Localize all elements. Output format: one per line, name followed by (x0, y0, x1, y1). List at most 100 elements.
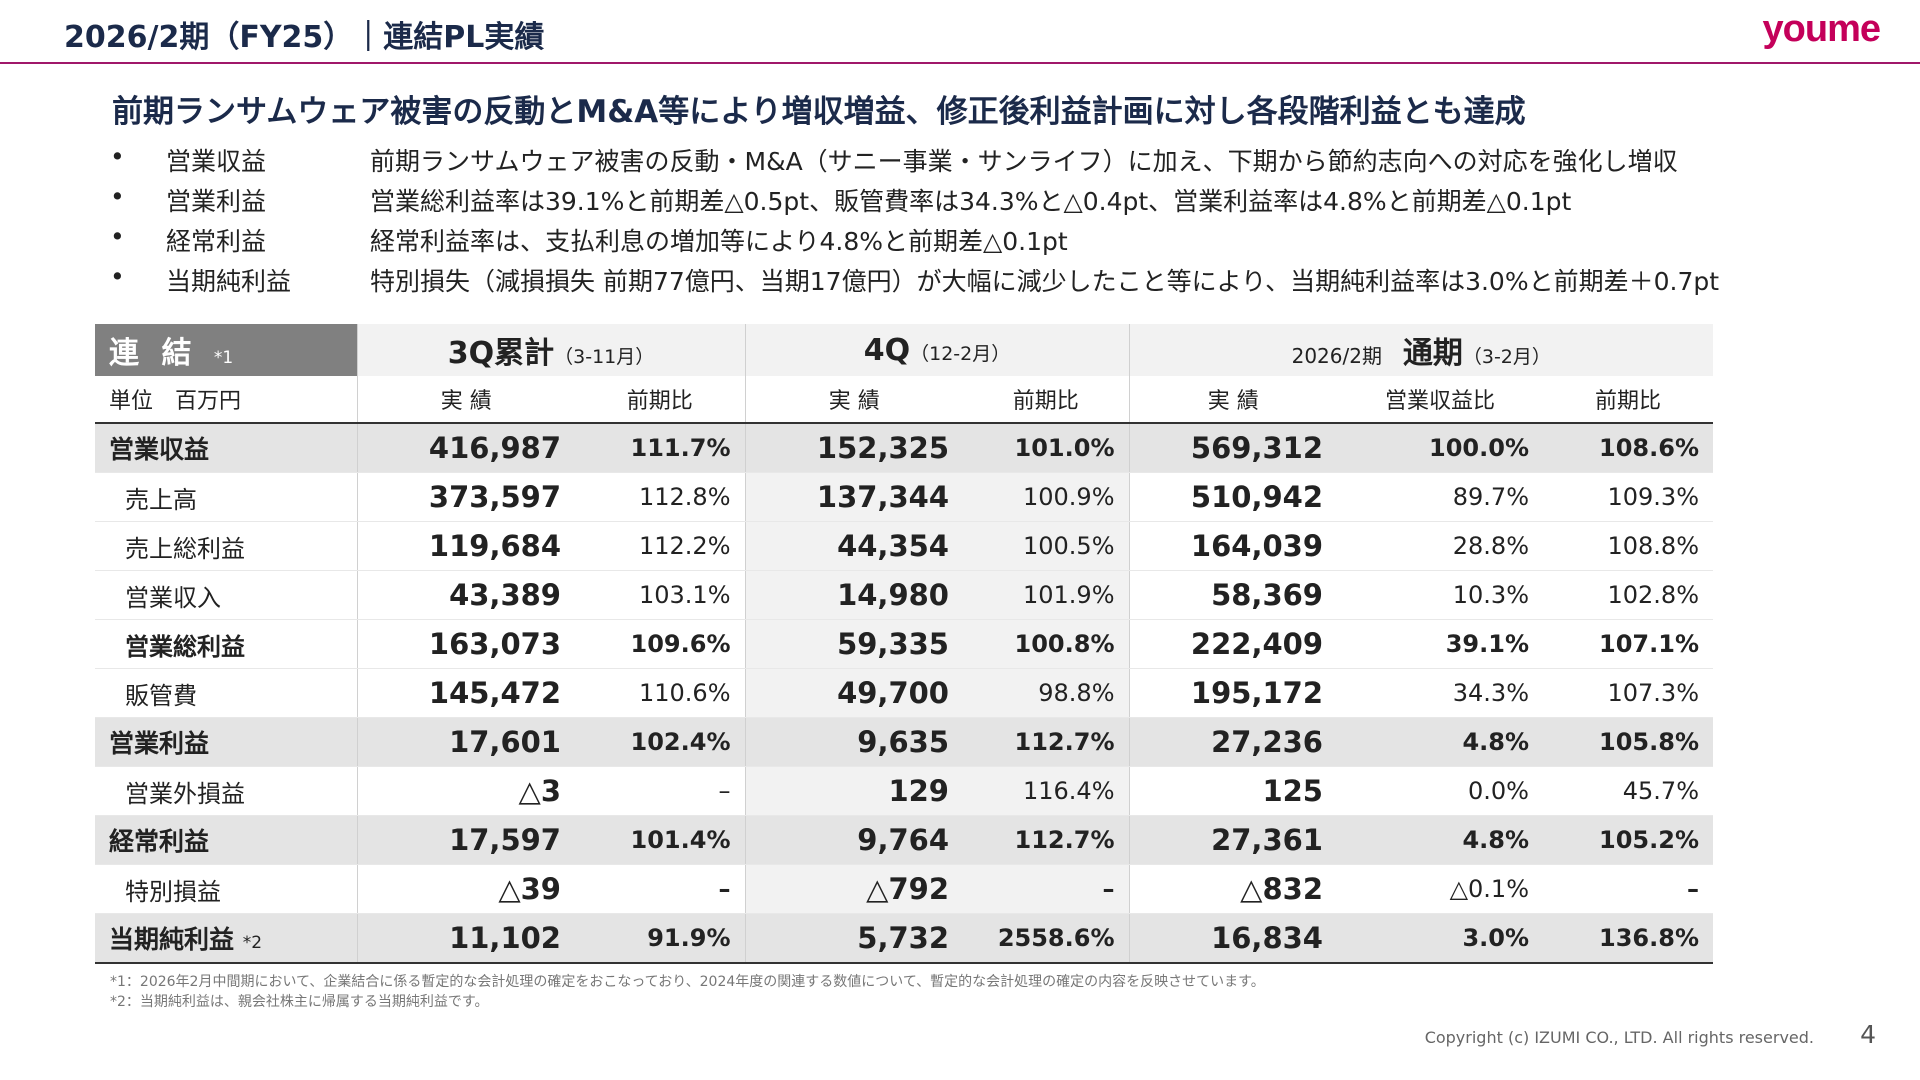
copyright: Copyright (c) IZUMI CO., LTD. All rights… (1424, 1028, 1814, 1047)
cell-3q-yoy: – (575, 766, 745, 816)
table-row: 営業利益 17,601 102.4% 9,635 112.7% 27,236 4… (95, 717, 1713, 767)
cell-fy-yoy: 105.2% (1543, 815, 1713, 865)
cell-4q-yoy: 100.8% (963, 619, 1129, 669)
cell-fy-actual: 195,172 (1128, 668, 1337, 718)
table-column-header: 単位 百万円 実 績 前期比 実 績 前期比 実 績 営業収益比 前期比 (95, 376, 1713, 424)
group-header-3q: 3Q累計（3-11月） (356, 324, 745, 376)
group-header-4q: 4Q（12-2月） (744, 324, 1129, 376)
cell-3q-yoy: 112.2% (575, 521, 745, 571)
group-title-4q: 4Q (863, 332, 911, 368)
row-label: 特別損益 (95, 864, 357, 914)
bullet-text: 経常利益率は、支払利息の増加等により4.8%と前期差△0.1pt (370, 227, 1068, 256)
cell-fy-actual: 222,409 (1128, 619, 1337, 669)
row-label-text: 当期純利益 (109, 925, 235, 954)
cell-fy-yoy: 107.3% (1543, 668, 1713, 718)
cell-fy-ratio: 100.0% (1337, 423, 1543, 473)
cell-fy-actual: 27,236 (1128, 717, 1337, 767)
cell-fy-ratio: 0.0% (1337, 766, 1543, 816)
youme-logo: youme (1762, 8, 1881, 50)
cell-3q-yoy: – (575, 864, 745, 914)
cell-4q-yoy: 2558.6% (963, 913, 1129, 964)
bullet-text: 営業総利益率は39.1%と前期差△0.5pt、販管費率は34.3%と△0.4pt… (370, 187, 1572, 216)
cell-fy-yoy: 108.6% (1543, 423, 1713, 473)
cell-4q-actual: 9,635 (744, 717, 963, 767)
cell-fy-actual: △832 (1128, 864, 1337, 914)
cell-4q-actual: 5,732 (744, 913, 963, 964)
cell-4q-yoy: – (963, 864, 1129, 914)
cell-fy-actual: 27,361 (1128, 815, 1337, 865)
cell-3q-yoy: 109.6% (575, 619, 745, 669)
cell-fy-actual: 58,369 (1128, 570, 1337, 620)
cell-fy-yoy: 136.8% (1543, 913, 1713, 964)
cell-4q-yoy: 116.4% (963, 766, 1129, 816)
cell-3q-actual: 373,597 (356, 472, 575, 522)
bullet-item-net-income: • 当期純利益 特別損失（減損損失 前期77億円、当期17億円）が大幅に減少した… (110, 260, 1890, 300)
summary-bullets: • 営業収益 前期ランサムウェア被害の反動・M&A（サニー事業・サンライフ）に加… (110, 140, 1890, 300)
page-number: 4 (1860, 1020, 1876, 1049)
cell-4q-yoy: 101.0% (963, 423, 1129, 473)
cell-3q-yoy: 102.4% (575, 717, 745, 767)
row-note: *2 (242, 933, 263, 953)
cell-3q-actual: 11,102 (356, 913, 575, 964)
cell-fy-actual: 164,039 (1128, 521, 1337, 571)
bullet-dot-icon: • (110, 222, 125, 251)
corner-note: *1 (213, 348, 234, 368)
table-row: 売上総利益 119,684 112.2% 44,354 100.5% 164,0… (95, 521, 1713, 571)
col-header-fy-ratio: 営業収益比 (1337, 376, 1543, 424)
consolidated-pl-table: 連 結 *1 3Q累計（3-11月） 4Q（12-2月） 2026/2期 通期（… (95, 324, 1713, 964)
bullet-label: 経常利益 (166, 227, 267, 256)
cell-4q-actual: 129 (744, 766, 963, 816)
cell-3q-yoy: 110.6% (575, 668, 745, 718)
col-header-3q-yoy: 前期比 (575, 376, 745, 424)
cell-fy-actual: 510,942 (1128, 472, 1337, 522)
row-label: 営業利益 (95, 717, 357, 767)
cell-fy-actual: 16,834 (1128, 913, 1337, 964)
table-row: 営業収入 43,389 103.1% 14,980 101.9% 58,369 … (95, 570, 1713, 620)
col-header-fy-yoy: 前期比 (1543, 376, 1713, 424)
header-divider (0, 62, 1920, 64)
cell-fy-ratio: 89.7% (1337, 472, 1543, 522)
cell-4q-actual: 9,764 (744, 815, 963, 865)
row-label: 営業収入 (95, 570, 357, 620)
cell-fy-yoy: 105.8% (1543, 717, 1713, 767)
row-label: 当期純利益 *2 (95, 913, 357, 964)
cell-fy-ratio: 10.3% (1337, 570, 1543, 620)
row-label: 販管費 (95, 668, 357, 718)
group-title-3q: 3Q累計 (447, 336, 555, 371)
cell-4q-yoy: 101.9% (963, 570, 1129, 620)
bullet-item-revenue: • 営業収益 前期ランサムウェア被害の反動・M&A（サニー事業・サンライフ）に加… (110, 140, 1890, 180)
cell-4q-actual: △792 (744, 864, 963, 914)
row-label: 経常利益 (95, 815, 357, 865)
cell-4q-actual: 14,980 (744, 570, 963, 620)
group-header-fy: 2026/2期 通期（3-2月） (1128, 324, 1713, 376)
cell-4q-yoy: 98.8% (963, 668, 1129, 718)
cell-4q-yoy: 100.9% (963, 472, 1129, 522)
bullet-text: 前期ランサムウェア被害の反動・M&A（サニー事業・サンライフ）に加え、下期から節… (370, 147, 1678, 176)
unit-label: 単位 百万円 (95, 376, 357, 424)
table-group-header: 連 結 *1 3Q累計（3-11月） 4Q（12-2月） 2026/2期 通期（… (95, 324, 1713, 376)
cell-fy-ratio: 34.3% (1337, 668, 1543, 718)
table-row: 販管費 145,472 110.6% 49,700 98.8% 195,172 … (95, 668, 1713, 718)
cell-3q-actual: △39 (356, 864, 575, 914)
table-row: 経常利益 17,597 101.4% 9,764 112.7% 27,361 4… (95, 815, 1713, 865)
page-title: 2026/2期（FY25）｜連結PL実績 (64, 20, 545, 55)
table-row: 営業収益 416,987 111.7% 152,325 101.0% 569,3… (95, 423, 1713, 473)
bullet-text: 特別損失（減損損失 前期77億円、当期17億円）が大幅に減少したこと等により、当… (370, 267, 1720, 296)
bullet-item-ordinary-income: • 経常利益 経常利益率は、支払利息の増加等により4.8%と前期差△0.1pt (110, 220, 1890, 260)
group-sub-3q: （3-11月） (554, 346, 655, 368)
row-label: 売上総利益 (95, 521, 357, 571)
bullet-dot-icon: • (110, 262, 125, 291)
bullet-dot-icon: • (110, 182, 125, 211)
cell-fy-yoy: 102.8% (1543, 570, 1713, 620)
cell-fy-ratio: 3.0% (1337, 913, 1543, 964)
cell-4q-yoy: 100.5% (963, 521, 1129, 571)
row-label: 営業外損益 (95, 766, 357, 816)
cell-4q-actual: 137,344 (744, 472, 963, 522)
row-label: 営業総利益 (95, 619, 357, 669)
cell-fy-actual: 125 (1128, 766, 1337, 816)
cell-3q-yoy: 101.4% (575, 815, 745, 865)
cell-3q-actual: 17,597 (356, 815, 575, 865)
cell-fy-yoy: 108.8% (1543, 521, 1713, 571)
bullet-dot-icon: • (110, 142, 125, 171)
cell-fy-yoy: 109.3% (1543, 472, 1713, 522)
